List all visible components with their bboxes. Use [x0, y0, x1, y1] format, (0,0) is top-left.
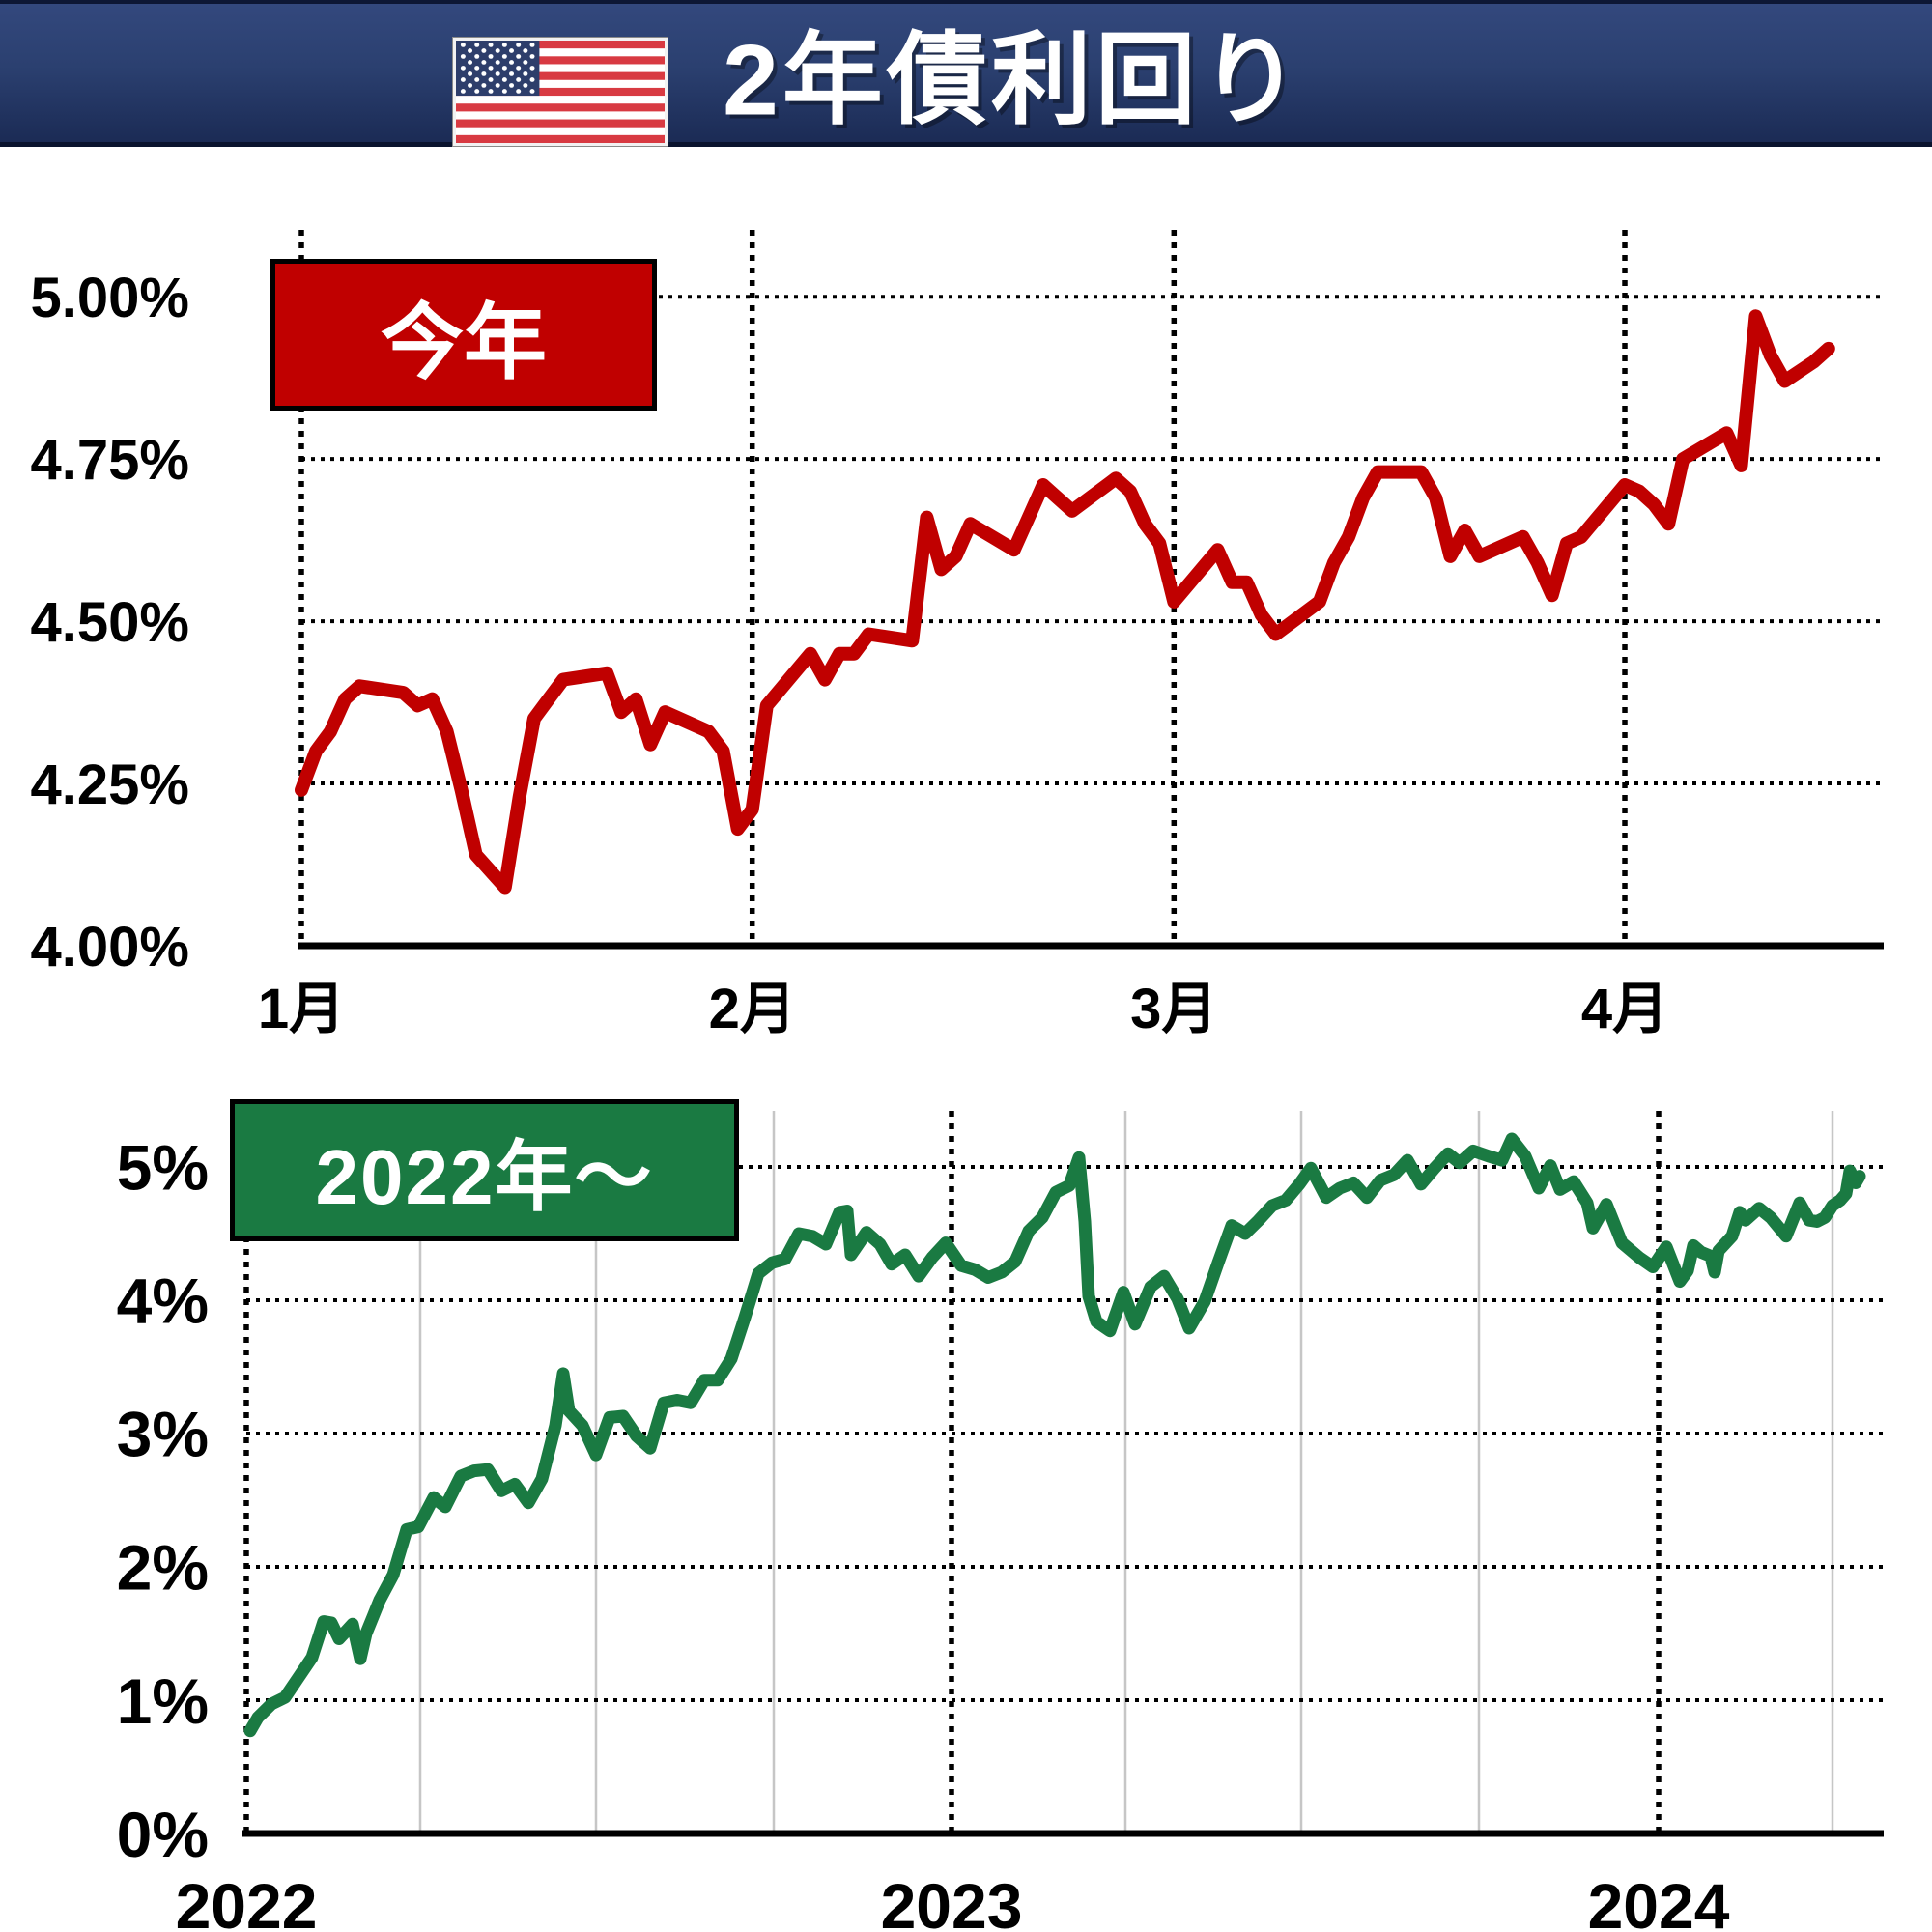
- page-title: 2年債利回り: [723, 23, 1304, 136]
- flag-star: [516, 77, 522, 82]
- flag-star: [529, 43, 535, 47]
- y-tick-label: 0%: [117, 1799, 209, 1870]
- flag-star: [474, 66, 480, 71]
- legend-since-2022-label: 2022年〜: [315, 1133, 654, 1220]
- y-tick-label: 4.25%: [31, 753, 189, 816]
- flag-star: [529, 77, 535, 82]
- flag-stripe: [456, 87, 665, 97]
- flag-stripe: [456, 119, 665, 128]
- us-flag-icon: [456, 41, 665, 143]
- legend-this-year-label: 今年: [381, 297, 547, 389]
- flag-stripe: [456, 134, 665, 143]
- flag-star: [516, 54, 522, 59]
- flag-star: [523, 48, 528, 53]
- flag-star: [501, 43, 507, 47]
- flag-star: [481, 48, 487, 53]
- y-tick-label: 4%: [117, 1265, 209, 1337]
- flag-star: [495, 83, 500, 88]
- x-tick-label: 2024: [1588, 1870, 1730, 1932]
- flag-star: [495, 60, 500, 65]
- y-tick-label: 3%: [117, 1399, 209, 1470]
- flag-star: [468, 71, 473, 76]
- flag-star: [516, 43, 522, 47]
- flag-star: [481, 60, 487, 65]
- flag-star: [529, 54, 535, 59]
- flag-star: [509, 83, 515, 88]
- flag-star: [474, 89, 480, 94]
- flag-star: [501, 54, 507, 59]
- y-tick-label: 1%: [117, 1665, 209, 1737]
- flag-star: [460, 89, 466, 94]
- flag-stripe: [456, 103, 665, 112]
- flag-star: [509, 48, 515, 53]
- legend-since-2022: 2022年〜: [230, 1099, 739, 1241]
- flag-star: [468, 48, 473, 53]
- flag-star: [516, 89, 522, 94]
- flag-star: [488, 89, 494, 94]
- flag-star: [523, 60, 528, 65]
- flag-star: [501, 66, 507, 71]
- flag-star: [516, 66, 522, 71]
- y-tick-label: 4.75%: [31, 429, 189, 492]
- flag-star: [529, 89, 535, 94]
- y-tick-label: 5.00%: [31, 267, 189, 329]
- flag-star: [523, 71, 528, 76]
- x-tick-label: 1月: [258, 978, 345, 1040]
- y-tick-label: 4.00%: [31, 916, 189, 979]
- flag-star: [460, 66, 466, 71]
- flag-star: [481, 71, 487, 76]
- flag-star: [495, 48, 500, 53]
- flag-star: [488, 43, 494, 47]
- flag-star: [488, 66, 494, 71]
- chart-0: 5.00% 4.75% 4.50% 4.25% 4.00% 1月 2月 3月 4月: [31, 230, 1884, 1040]
- chart-1: 5% 4% 3% 2% 1% 0%2022 2023 2024: [117, 1111, 1884, 1932]
- us-flag-svg: [456, 41, 665, 143]
- y-tick-label: 2%: [117, 1532, 209, 1604]
- flag-star: [474, 77, 480, 82]
- flag-stripe: [456, 41, 665, 49]
- flag-star: [460, 77, 466, 82]
- flag-star: [523, 83, 528, 88]
- flag-star: [509, 71, 515, 76]
- header-banner: 2年債利回り: [0, 0, 1932, 147]
- flag-star: [481, 83, 487, 88]
- x-tick-label: 2022: [176, 1870, 318, 1932]
- x-tick-label: 2023: [881, 1870, 1023, 1932]
- flag-stripe: [456, 71, 665, 80]
- flag-star: [474, 54, 480, 59]
- flag-star: [501, 77, 507, 82]
- flag-star: [529, 66, 535, 71]
- x-tick-label: 2月: [709, 978, 796, 1040]
- flag-star: [509, 60, 515, 65]
- flag-star: [474, 43, 480, 47]
- flag-star: [488, 77, 494, 82]
- flag-stripe: [456, 56, 665, 65]
- flag-star: [468, 60, 473, 65]
- series-line: [295, 309, 1835, 895]
- legend-this-year: 今年: [270, 259, 657, 411]
- x-tick-label: 3月: [1130, 978, 1217, 1040]
- flag-star: [460, 54, 466, 59]
- flag-star: [501, 89, 507, 94]
- flag-star: [495, 71, 500, 76]
- flag-star: [460, 43, 466, 47]
- y-tick-label: 5%: [117, 1132, 209, 1204]
- x-tick-label: 4月: [1581, 978, 1668, 1040]
- flag-star: [488, 54, 494, 59]
- series-line: [243, 1132, 1866, 1738]
- y-tick-label: 4.50%: [31, 591, 189, 654]
- flag-star: [468, 83, 473, 88]
